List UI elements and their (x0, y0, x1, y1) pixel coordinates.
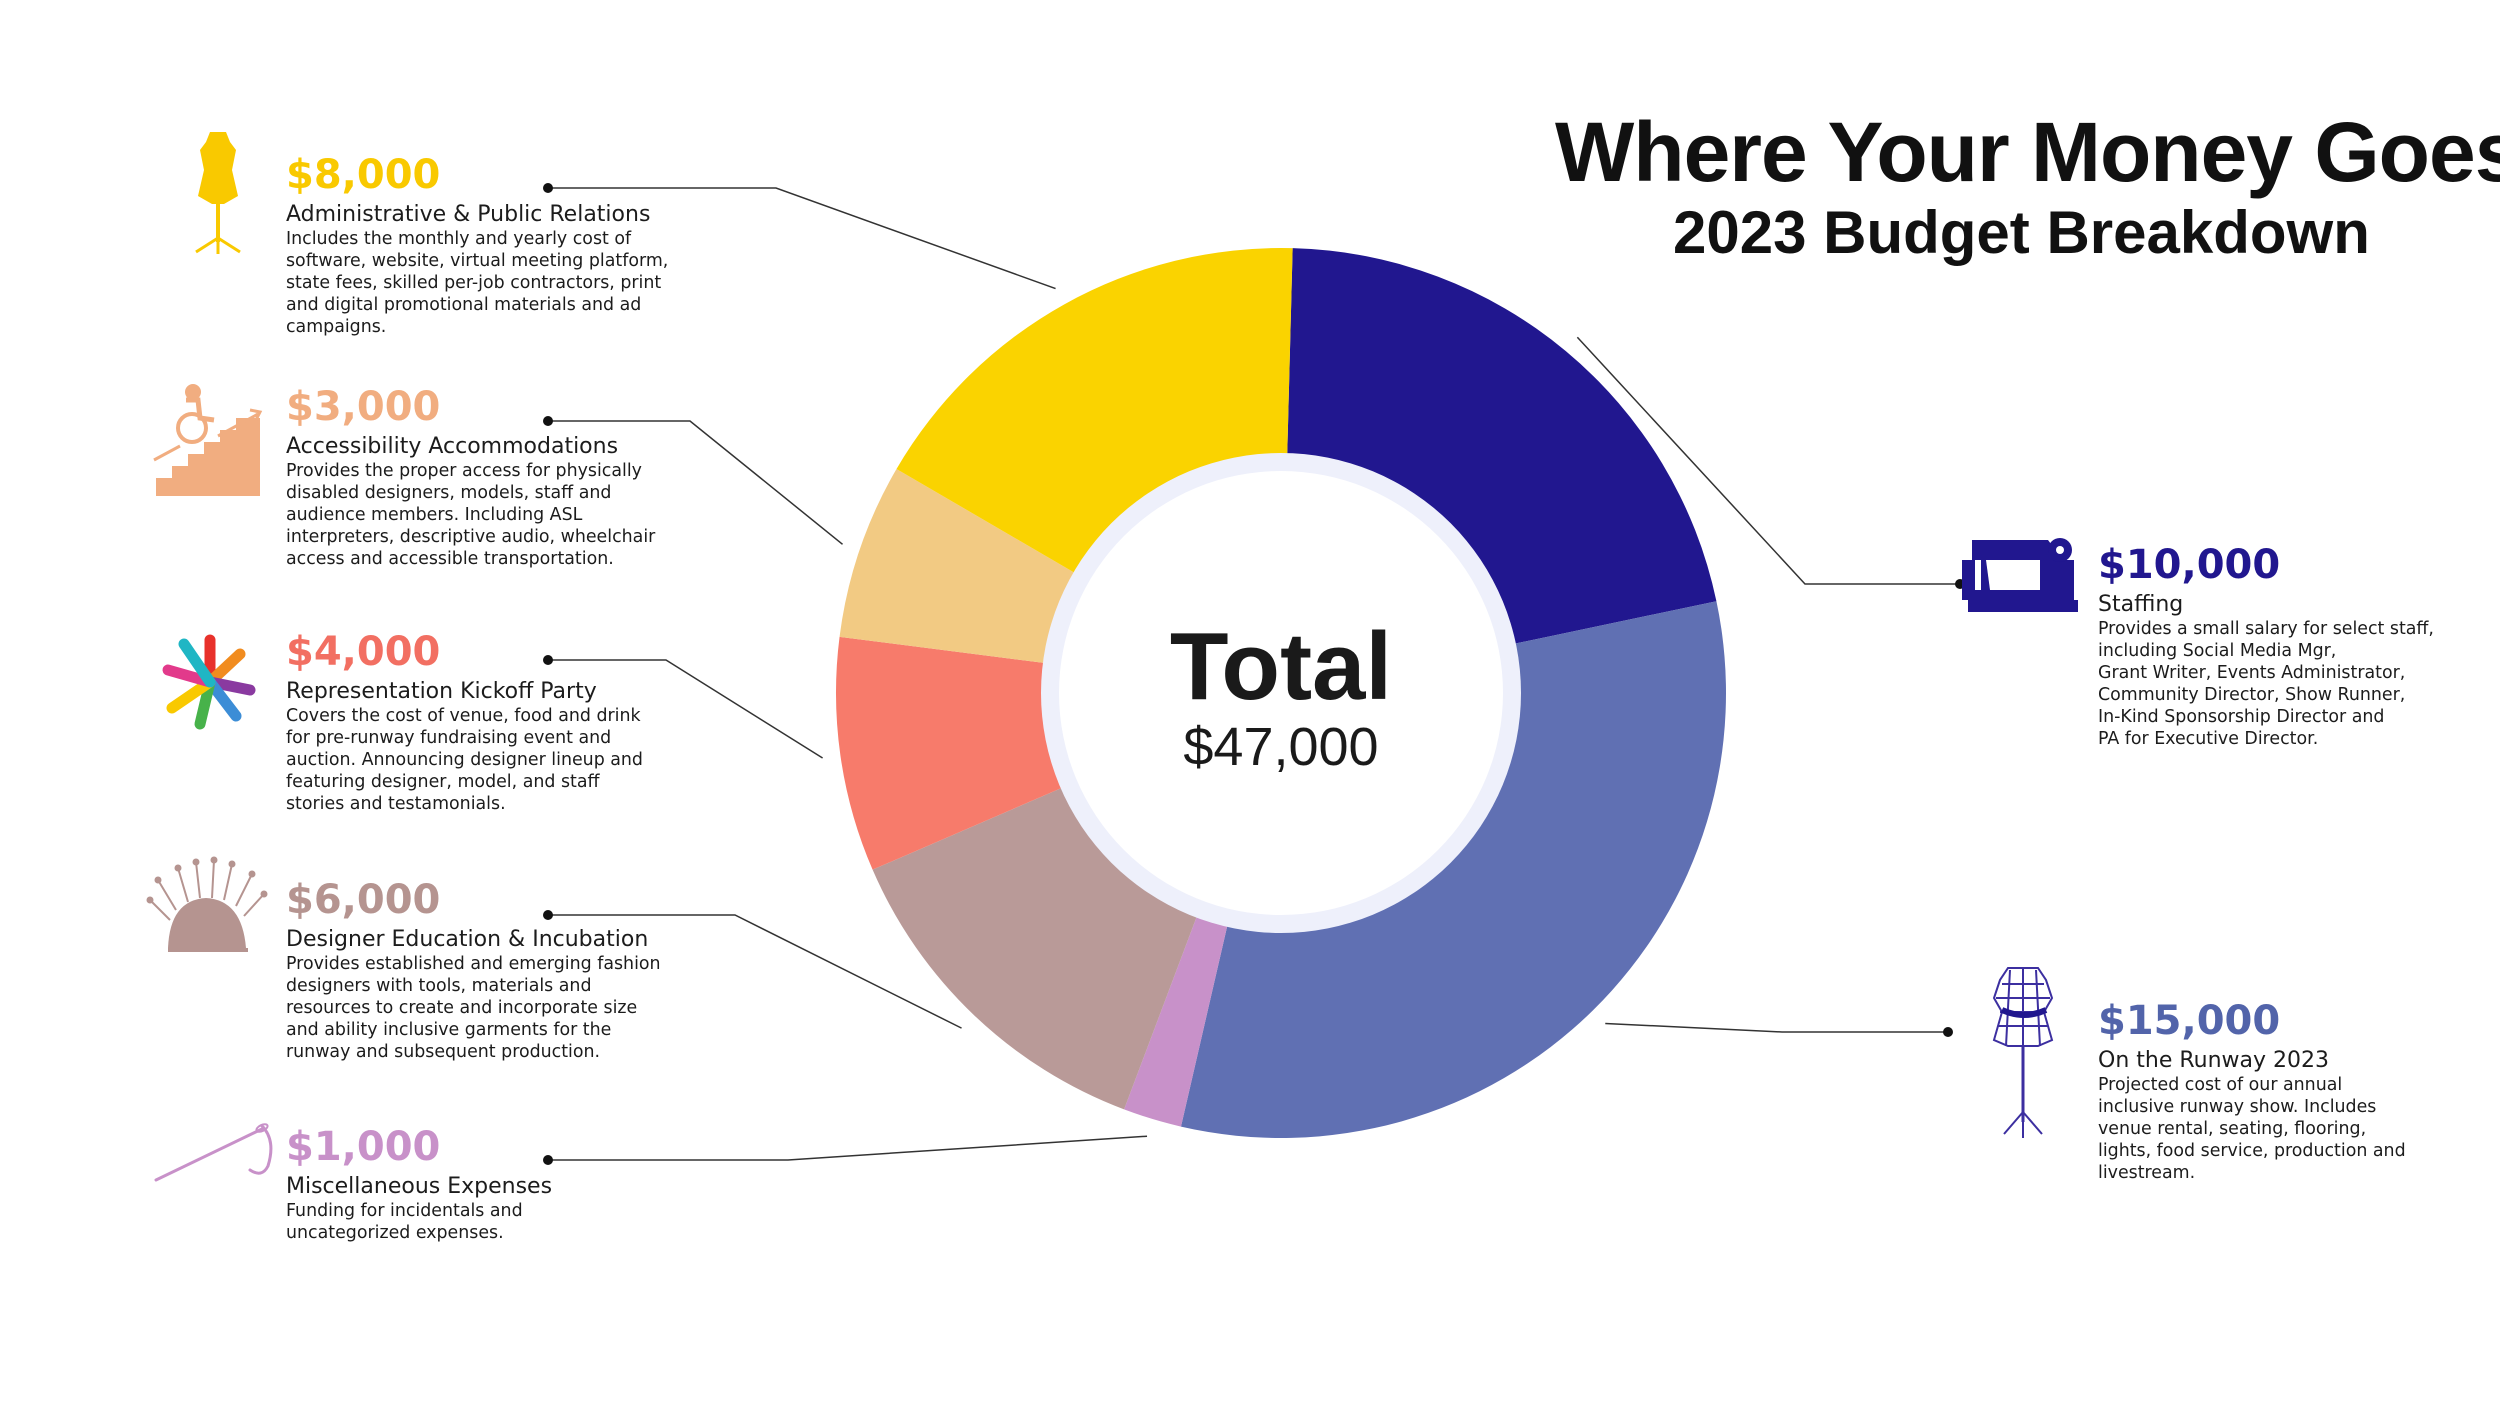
needle-thread-icon (154, 1123, 273, 1182)
amount-misc: $1,000 (286, 1124, 441, 1170)
category-label-education: $6,000 Designer Education & Incubation P… (286, 877, 661, 1063)
raised-hands-circle-icon (162, 634, 256, 730)
category-name-accessibility: Accessibility Accommodations (286, 434, 619, 459)
amount-staffing: $10,000 (2098, 542, 2281, 588)
category-name-runway: On the Runway 2023 (2098, 1048, 2330, 1073)
category-description-education: Provides established and emerging fashio… (286, 954, 661, 1062)
category-name-education: Designer Education & Incubation (286, 927, 649, 952)
amount-accessibility: $3,000 (286, 384, 441, 430)
category-label-kickoff: $4,000 Representation Kickoff Party Cove… (286, 629, 643, 815)
leader-line (548, 420, 844, 545)
leader-line (1605, 1022, 1948, 1033)
category-name-misc: Miscellaneous Expenses (286, 1174, 553, 1199)
category-name-kickoff: Representation Kickoff Party (286, 679, 597, 704)
slice-administrative-public-relations (896, 247, 1293, 578)
category-label-accessibility: $3,000 Accessibility Accommodations Prov… (286, 384, 655, 570)
leader-dot (543, 416, 553, 426)
page-subtitle: 2023 Budget Breakdown (1673, 199, 2370, 266)
leader-line (548, 914, 962, 1029)
category-name-staffing: Staffing (2098, 592, 2184, 617)
category-label-administrative: $8,000 Administrative & Public Relations… (286, 152, 668, 338)
leader-dot (543, 183, 553, 193)
leader-dot (1943, 1027, 1953, 1037)
slice-staffing (1287, 248, 1717, 646)
category-description-administrative: Includes the monthly and yearly cost of … (286, 229, 669, 337)
leader-line (548, 1135, 1148, 1161)
total-value: $47,000 (1183, 717, 1379, 777)
leader-line (1576, 336, 1960, 585)
page-title: Where Your Money Goes (1555, 105, 2500, 199)
leader-dot (543, 1155, 553, 1165)
total-label: Total (1169, 613, 1393, 720)
amount-administrative: $8,000 (286, 152, 441, 198)
category-description-runway: Projected cost of our annual inclusive r… (2098, 1075, 2406, 1183)
amount-education: $6,000 (286, 877, 441, 923)
category-description-accessibility: Provides the proper access for physicall… (286, 461, 656, 569)
slice-representation-kickoff-party (836, 636, 1070, 870)
slice-miscellaneous-expenses (1124, 908, 1230, 1127)
category-name-administrative: Administrative & Public Relations (286, 202, 651, 227)
sewing-machine-icon (1962, 538, 2078, 612)
leader-dot (543, 910, 553, 920)
dress-form-icon (1992, 967, 2054, 1138)
category-description-misc: Funding for incidentals and uncategorize… (286, 1201, 523, 1243)
category-description-kickoff: Covers the cost of venue, food and drink… (286, 706, 643, 814)
leader-line (548, 187, 1056, 290)
wheelchair-ramp-icon (153, 384, 263, 496)
leader-dot (543, 655, 553, 665)
mannequin-icon (195, 132, 241, 254)
category-label-runway: $15,000 On the Runway 2023 Projected cos… (2098, 998, 2406, 1184)
leader-line (548, 659, 823, 759)
pincushion-icon (146, 856, 268, 952)
amount-kickoff: $4,000 (286, 629, 441, 675)
slice-on-the-runway-2023 (1180, 601, 1726, 1138)
leader-lines (543, 183, 1965, 1165)
category-label-staffing: $10,000 Staffing Provides a small salary… (2098, 542, 2434, 750)
category-label-misc: $1,000 Miscellaneous Expenses Funding fo… (286, 1124, 552, 1244)
slice-accessibility-accommodations (839, 468, 1083, 664)
amount-runway: $15,000 (2098, 998, 2281, 1044)
category-description-staffing: Provides a small salary for select staff… (2098, 619, 2434, 749)
center-hole (1059, 471, 1503, 915)
